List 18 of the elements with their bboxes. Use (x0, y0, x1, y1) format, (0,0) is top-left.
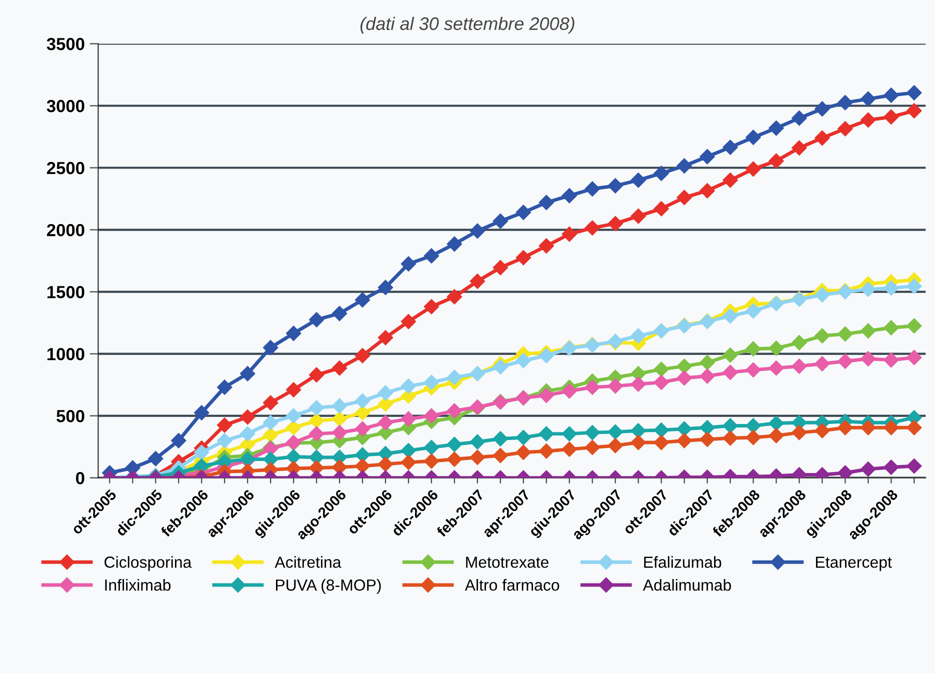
legend-label: Infliximab (105, 579, 171, 591)
legend-label: Efalizumab (644, 556, 722, 568)
legend-label: Metotrexate (466, 556, 548, 568)
y-tick-label: 1000 (47, 348, 84, 360)
chart-subtitle: (dati al 30 settembre 2008) (360, 16, 574, 34)
y-tick-label: 2500 (46, 162, 84, 174)
y-tick-label: 0 (76, 472, 84, 484)
legend-label: PUVA (8-MOP) (276, 579, 381, 594)
legend-label: Ciclosporina (104, 556, 192, 572)
legend-label: Etanercept (816, 556, 892, 572)
y-tick-label: 1500 (47, 286, 84, 298)
y-tick-label: 2000 (46, 224, 84, 236)
y-tick-label: 3000 (46, 100, 84, 112)
y-tick-label: 500 (56, 410, 84, 422)
y-tick-label: 3500 (46, 38, 84, 50)
legend-label: Adalimumab (642, 579, 731, 591)
legend-label: Acitretina (274, 556, 342, 568)
legend-label: Altro farmaco (464, 579, 560, 591)
